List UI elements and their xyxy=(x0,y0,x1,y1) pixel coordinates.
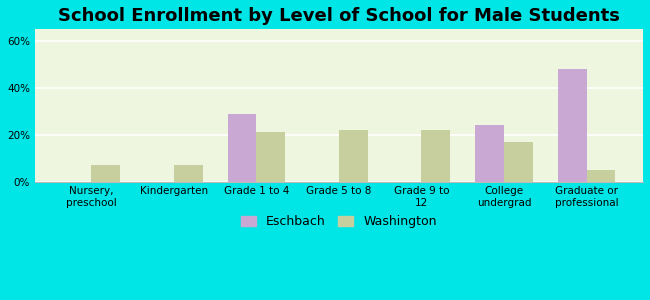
Bar xyxy=(92,165,120,181)
Bar xyxy=(256,132,285,182)
Bar xyxy=(174,165,203,181)
Bar xyxy=(475,125,504,182)
Bar xyxy=(421,130,450,182)
Title: School Enrollment by Level of School for Male Students: School Enrollment by Level of School for… xyxy=(58,7,620,25)
Legend: Eschbach, Washington: Eschbach, Washington xyxy=(236,210,442,233)
Bar xyxy=(339,130,368,182)
Bar xyxy=(504,142,533,182)
Bar xyxy=(227,114,256,182)
Bar xyxy=(586,170,616,182)
Bar xyxy=(558,69,586,182)
